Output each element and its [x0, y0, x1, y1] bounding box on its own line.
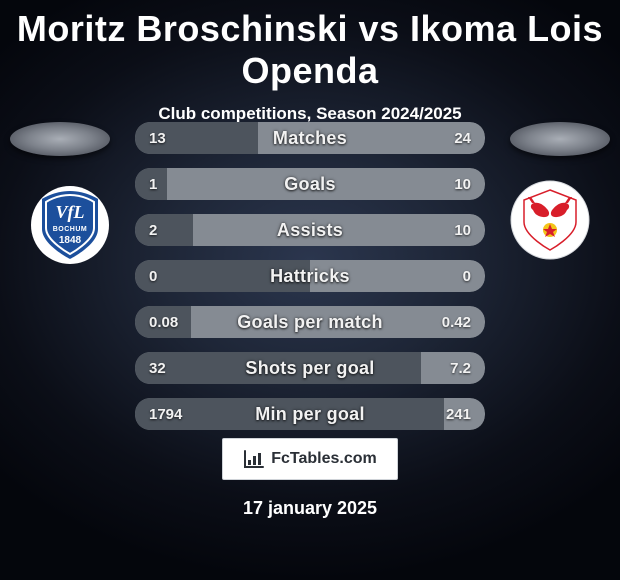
- leipzig-crest-icon: [510, 180, 590, 260]
- stat-label: Goals: [135, 168, 485, 200]
- svg-text:1848: 1848: [59, 235, 82, 246]
- stat-row: 327.2Shots per goal: [135, 352, 485, 384]
- svg-text:VfL: VfL: [56, 202, 85, 222]
- date-text: 17 january 2025: [0, 498, 620, 519]
- chart-icon: [243, 449, 265, 469]
- page-title: Moritz Broschinski vs Ikoma Lois Openda: [0, 0, 620, 92]
- player-photo-right-placeholder: [510, 122, 610, 156]
- stat-label: Goals per match: [135, 306, 485, 338]
- stat-row: 0.080.42Goals per match: [135, 306, 485, 338]
- stat-label: Matches: [135, 122, 485, 154]
- stat-label: Min per goal: [135, 398, 485, 430]
- bochum-crest-icon: VfL BOCHUM 1848: [30, 185, 110, 265]
- player-photo-left-placeholder: [10, 122, 110, 156]
- club-crest-left: VfL BOCHUM 1848: [30, 185, 110, 265]
- stat-label: Hattricks: [135, 260, 485, 292]
- stats-bars: 1324Matches 110Goals 210Assists 00Hattricks…: [135, 122, 485, 444]
- stat-label: Shots per goal: [135, 352, 485, 384]
- stat-row: 00Hattricks: [135, 260, 485, 292]
- stat-row: 1794241Min per goal: [135, 398, 485, 430]
- subtitle: Club competitions, Season 2024/2025: [0, 104, 620, 124]
- stat-row: 210Assists: [135, 214, 485, 246]
- club-crest-right: [510, 180, 590, 260]
- svg-text:BOCHUM: BOCHUM: [53, 226, 88, 233]
- stat-row: 110Goals: [135, 168, 485, 200]
- stat-label: Assists: [135, 214, 485, 246]
- brand-text: FcTables.com: [271, 450, 377, 468]
- stat-row: 1324Matches: [135, 122, 485, 154]
- brand-badge: FcTables.com: [222, 438, 398, 480]
